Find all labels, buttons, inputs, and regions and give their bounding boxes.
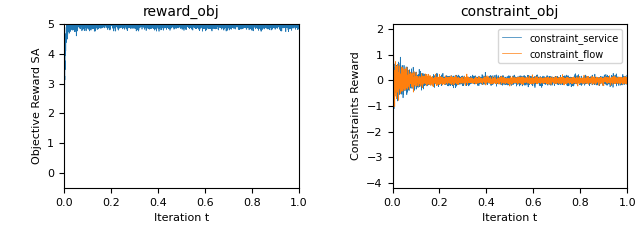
constraint_service — [541, 77, 549, 80]
constraint_flow — [541, 80, 549, 82]
constraint_flow — [479, 81, 486, 84]
Title: constraint_obj: constraint_obj — [461, 5, 559, 19]
constraint_flow — [391, 105, 399, 108]
Legend: constraint_service, constraint_flow: constraint_service, constraint_flow — [498, 29, 622, 63]
constraint_flow — [623, 79, 631, 82]
constraint_service — [564, 81, 572, 84]
X-axis label: Iteration t: Iteration t — [483, 213, 538, 223]
Title: reward_obj: reward_obj — [143, 5, 220, 19]
constraint_service — [479, 82, 486, 85]
constraint_flow — [529, 80, 537, 82]
constraint_service — [529, 76, 537, 79]
constraint_flow — [388, 31, 396, 34]
constraint_service — [582, 74, 589, 76]
constraint_service — [431, 80, 439, 83]
Line: constraint_flow: constraint_flow — [392, 32, 627, 107]
constraint_service — [388, 181, 396, 184]
constraint_flow — [582, 79, 589, 82]
X-axis label: Iteration t: Iteration t — [154, 213, 209, 223]
Line: constraint_service: constraint_service — [392, 57, 627, 183]
constraint_flow — [564, 79, 572, 82]
Y-axis label: Objective Reward SA: Objective Reward SA — [31, 48, 42, 164]
constraint_service — [623, 78, 631, 81]
constraint_flow — [431, 80, 439, 83]
Y-axis label: Constraints Reward: Constraints Reward — [351, 52, 361, 161]
constraint_service — [397, 56, 404, 59]
